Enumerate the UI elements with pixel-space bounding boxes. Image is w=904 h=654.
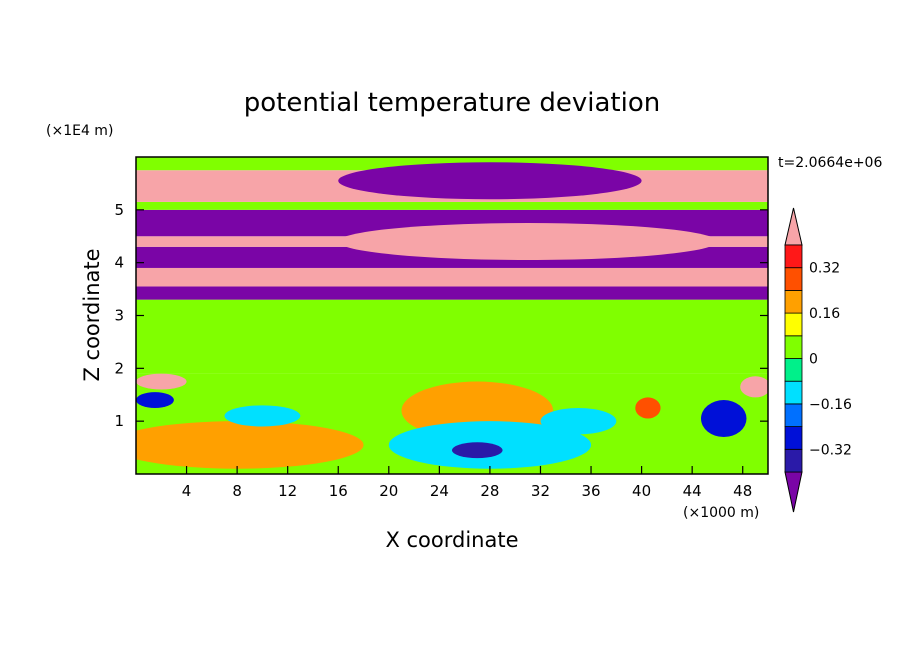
y-tick-label: 1: [114, 412, 124, 430]
chart-title: potential temperature deviation: [244, 88, 660, 118]
y-tick-label: 4: [114, 254, 124, 272]
contour-band: [136, 299, 768, 374]
x-tick-label: 44: [683, 482, 702, 500]
colorbar-swatch: [784, 380, 803, 405]
plot-area: [136, 157, 768, 474]
contour-feature: [740, 376, 768, 398]
y-axis-label: Z coordinate: [80, 248, 104, 381]
colorbar: 0.32 0.16 0 −0.16 −0.32: [784, 207, 852, 513]
y-tick-label: 2: [114, 359, 124, 377]
colorbar-swatch: [784, 312, 803, 337]
colorbar-tick-label: 0.32: [809, 261, 840, 277]
y-tick-label: 3: [114, 307, 124, 325]
x-tick-label: 48: [733, 482, 752, 500]
contour-feature: [338, 223, 718, 261]
y-tick-label: 5: [114, 201, 124, 219]
contour-feature: [136, 392, 174, 408]
x-tick-label: 8: [232, 482, 242, 500]
y-unit-label: (×1E4 m): [46, 123, 113, 139]
x-tick-label: 24: [430, 482, 449, 500]
colorbar-swatch: [784, 403, 803, 427]
contour-feature: [540, 407, 617, 435]
colorbar-tick-label: −0.16: [809, 397, 852, 413]
x-tick-label: 20: [379, 482, 398, 500]
x-unit-label: (×1000 m): [683, 505, 759, 521]
colorbar-swatch: [784, 244, 803, 269]
x-tick-label: 16: [329, 482, 348, 500]
contour-band: [136, 286, 768, 300]
contour-features: [136, 162, 768, 469]
contour-band: [136, 201, 768, 210]
colorbar-tick-label: 0.16: [809, 306, 840, 322]
colorbar-tick-label: 0: [809, 352, 818, 368]
x-tick-label: 32: [531, 482, 550, 500]
contour-feature: [136, 373, 187, 390]
contour-feature: [224, 405, 301, 427]
x-tick-label: 12: [278, 482, 297, 500]
colorbar-extend-top: [784, 207, 803, 246]
contour-band: [136, 267, 768, 287]
colorbar-swatch: [784, 426, 803, 450]
colorbar-swatch: [784, 448, 803, 473]
time-label: t=2.0664e+06: [778, 155, 882, 171]
x-axis: 4 8 12 16 20 24 28 32 36 40 44 48: [182, 466, 752, 500]
contour-feature: [136, 421, 364, 469]
colorbar-swatch: [784, 358, 803, 382]
colorbar-swatch: [784, 335, 803, 359]
colorbar-swatch: [784, 267, 803, 291]
x-axis-label: X coordinate: [385, 528, 518, 552]
colorbar-tick-label: −0.32: [809, 442, 852, 458]
contour-feature: [635, 397, 661, 419]
x-tick-label: 36: [581, 482, 600, 500]
contour-feature: [452, 442, 503, 459]
contour-feature: [338, 162, 642, 200]
colorbar-swatch: [784, 289, 803, 314]
contour-feature: [701, 400, 747, 438]
x-tick-label: 28: [480, 482, 499, 500]
y-axis: 1 2 3 4 5: [114, 201, 768, 430]
colorbar-extend-bottom: [784, 471, 803, 513]
x-tick-label: 40: [632, 482, 651, 500]
x-tick-label: 4: [182, 482, 192, 500]
